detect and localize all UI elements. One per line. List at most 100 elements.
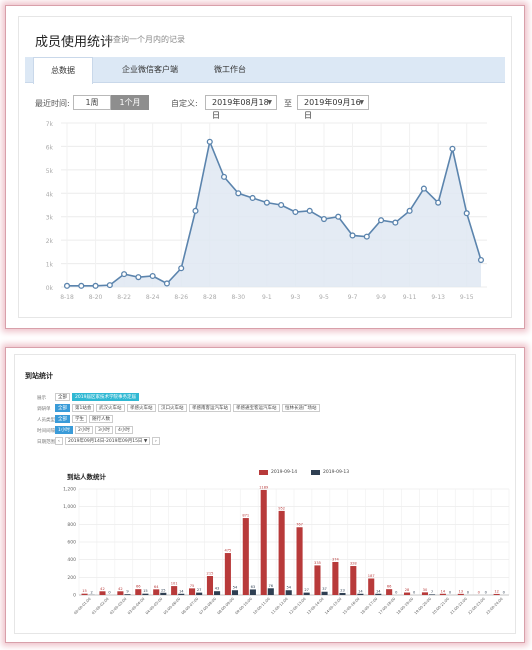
bar[interactable] xyxy=(249,589,256,595)
bar-value-label: 63 xyxy=(251,585,256,589)
data-point[interactable] xyxy=(349,232,356,239)
filter-chip[interactable]: 学生 xyxy=(72,415,87,423)
filter-chip[interactable]: 第1站会 xyxy=(72,404,95,412)
bar[interactable] xyxy=(224,553,231,595)
data-point[interactable] xyxy=(78,282,85,289)
data-point[interactable] xyxy=(178,265,185,272)
filter-chip[interactable]: 全部 xyxy=(55,404,70,412)
bar[interactable] xyxy=(368,578,375,595)
bar[interactable] xyxy=(321,591,328,595)
bar[interactable] xyxy=(386,589,393,595)
tab-wecom-client[interactable]: 企业微信客户端 xyxy=(122,65,178,74)
data-point[interactable] xyxy=(106,282,113,289)
bar[interactable] xyxy=(142,593,149,595)
filter-chip[interactable]: 汉口火车站 xyxy=(158,404,187,412)
bar[interactable] xyxy=(171,586,178,595)
x-tick-label: 06:00-07:00 xyxy=(181,596,200,615)
data-point[interactable] xyxy=(206,138,213,145)
data-point[interactable] xyxy=(363,233,370,240)
filter-chip[interactable]: 孝感火车站 xyxy=(127,404,156,412)
data-point[interactable] xyxy=(449,145,456,152)
filter-chip[interactable]: ‹ xyxy=(55,437,63,445)
bar[interactable] xyxy=(178,593,185,595)
bar[interactable] xyxy=(493,593,500,595)
data-point[interactable] xyxy=(263,199,270,206)
bar[interactable] xyxy=(303,592,310,595)
filter-chip[interactable]: 2019年09月14日-2019年09月15日 ▼ xyxy=(65,437,151,445)
bar[interactable] xyxy=(457,593,464,595)
bar[interactable] xyxy=(206,576,214,595)
filter-chip[interactable]: 武汉火车站 xyxy=(96,404,125,412)
filter-chip[interactable]: 4小时 xyxy=(115,426,133,434)
bar[interactable] xyxy=(339,592,346,595)
bar[interactable] xyxy=(214,591,221,595)
y-tick-label: 4k xyxy=(46,191,54,198)
bar[interactable] xyxy=(267,588,274,595)
bar[interactable] xyxy=(153,589,160,595)
data-point[interactable] xyxy=(92,282,99,289)
data-point[interactable] xyxy=(320,216,328,223)
bar[interactable] xyxy=(124,594,131,595)
bar[interactable] xyxy=(439,593,446,595)
data-point[interactable] xyxy=(135,274,142,281)
data-point[interactable] xyxy=(220,173,228,180)
start-date-select[interactable]: 2019年08月18日 ▼ xyxy=(205,95,277,120)
filter-chip[interactable]: 孝感通宝客运汽车站 xyxy=(233,404,280,412)
data-point[interactable] xyxy=(292,208,299,216)
data-point[interactable] xyxy=(163,280,170,287)
data-point[interactable] xyxy=(306,207,313,214)
bar[interactable] xyxy=(278,510,285,595)
filter-chip[interactable]: 全部 xyxy=(55,393,70,401)
bar[interactable] xyxy=(189,588,196,595)
bar[interactable] xyxy=(99,591,106,595)
data-point[interactable] xyxy=(335,213,342,220)
bar[interactable] xyxy=(81,593,88,595)
data-point[interactable] xyxy=(435,199,442,206)
data-point[interactable] xyxy=(192,207,199,214)
tab-total[interactable]: 总数据 xyxy=(33,57,93,84)
filter-chip[interactable]: 孝感南客运汽车站 xyxy=(189,404,231,412)
bar[interactable] xyxy=(429,594,436,595)
bar[interactable] xyxy=(421,592,429,595)
bar[interactable] xyxy=(332,561,339,595)
bar[interactable] xyxy=(242,518,249,595)
data-point[interactable] xyxy=(278,201,285,209)
data-point[interactable] xyxy=(149,272,156,280)
bar[interactable] xyxy=(135,589,142,595)
end-date-select[interactable]: 2019年09月16日 ▼ xyxy=(297,95,369,120)
bar[interactable] xyxy=(296,527,303,595)
range-1-week-button[interactable]: 1周 xyxy=(73,95,111,110)
tab-workbench[interactable]: 微工作台 xyxy=(214,65,246,74)
data-point[interactable] xyxy=(392,219,399,226)
filter-chip[interactable]: 随行人数 xyxy=(89,415,113,423)
data-point[interactable] xyxy=(477,257,485,264)
bar[interactable] xyxy=(357,593,364,595)
data-point[interactable] xyxy=(420,185,427,192)
bar[interactable] xyxy=(260,489,267,595)
data-point[interactable] xyxy=(378,217,385,224)
data-point[interactable] xyxy=(463,210,470,217)
bar[interactable] xyxy=(117,591,124,595)
bar[interactable] xyxy=(285,590,292,595)
data-point[interactable] xyxy=(249,194,256,202)
filter-chip[interactable]: 恒林长途广场站 xyxy=(282,404,320,412)
data-point[interactable] xyxy=(121,271,128,278)
bar-value-label: 42 xyxy=(118,587,123,591)
filter-chip[interactable]: 2019届区家技术学院事务定届 xyxy=(72,393,139,401)
bar[interactable] xyxy=(231,590,239,595)
bar[interactable] xyxy=(196,592,203,595)
filter-chip[interactable]: 2小时 xyxy=(75,426,93,434)
bar[interactable] xyxy=(375,593,382,595)
filter-chip[interactable]: › xyxy=(152,437,160,445)
bar[interactable] xyxy=(404,592,411,595)
data-point[interactable] xyxy=(406,207,413,214)
filter-chip[interactable]: 3小时 xyxy=(95,426,113,434)
bar[interactable] xyxy=(350,566,357,595)
filter-chip[interactable]: 全部 xyxy=(55,415,70,423)
filter-chip[interactable]: 1小时 xyxy=(55,426,73,434)
range-1-month-button[interactable]: 1个月 xyxy=(111,95,149,110)
data-point[interactable] xyxy=(63,282,71,289)
data-point[interactable] xyxy=(235,190,242,197)
bar[interactable] xyxy=(314,565,321,595)
bar[interactable] xyxy=(160,592,167,595)
